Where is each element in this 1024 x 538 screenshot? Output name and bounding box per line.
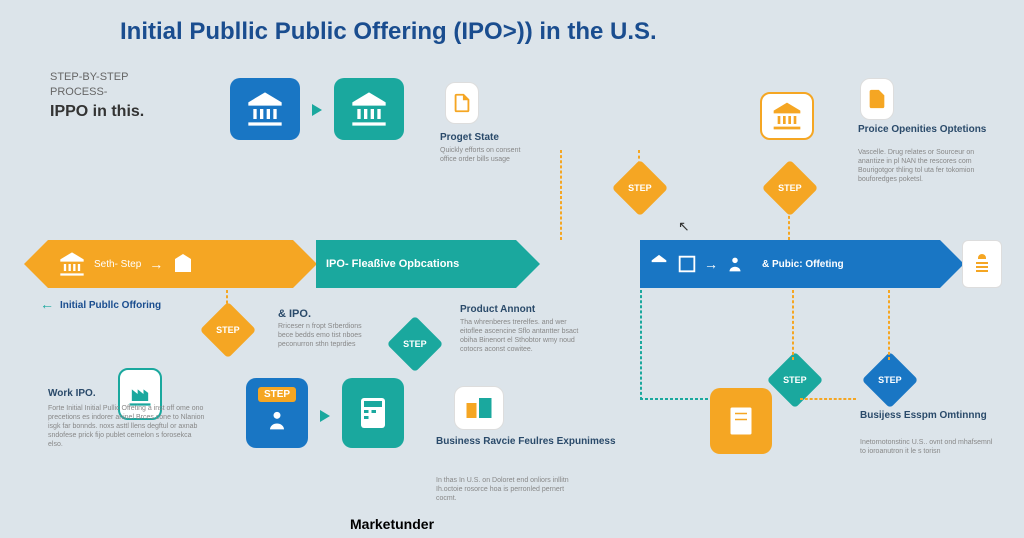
business-essp-label: Busijess Esspm Omtinnng xyxy=(860,410,987,422)
bottom-box-art xyxy=(454,386,504,430)
bank-icon xyxy=(349,89,389,129)
people-icon xyxy=(724,253,746,275)
product-amt-label: Product Annont xyxy=(460,304,535,316)
arrow-band-yellow: Seth- Step → xyxy=(48,240,293,288)
bank-icon xyxy=(245,89,285,129)
step-diamond: STEP xyxy=(200,302,257,359)
top-box-bank-outline xyxy=(760,92,814,140)
arrow-band-teal: IPO- Fleaßive Opbcations xyxy=(316,240,516,288)
bank-icon xyxy=(58,250,86,278)
small-back-arrow: ← xyxy=(40,296,54,312)
receipt-icon xyxy=(723,400,759,442)
top-box-bank-blue xyxy=(230,78,300,140)
bank-icon xyxy=(771,100,803,132)
ipo-label: & IPO. xyxy=(278,308,311,321)
ipo-desc: Rriceser n fropt Srberdions bece bedds e… xyxy=(278,322,368,349)
subtitle-line2: PROCESS- xyxy=(50,85,144,100)
doc-icon-box xyxy=(445,82,479,124)
footer-brand: Marketunder xyxy=(350,516,434,532)
subtitle-line1: STEP-BY-STEP xyxy=(50,70,144,85)
business-rav-desc: In thas In U.S. on Doloret end onliors i… xyxy=(436,476,586,503)
seth-step-text: Seth- Step xyxy=(94,259,141,270)
ipo-flex-text: IPO- Fleaßive Opbcations xyxy=(316,258,469,270)
proget-state-desc: Quickly efforts on consent office order … xyxy=(440,146,530,164)
document-icon xyxy=(866,85,888,113)
business-essp-desc: Inetornotonstinc U.S.. ovnt ond mhafsemn… xyxy=(860,438,1000,456)
bottom-box-yellow xyxy=(710,388,772,454)
price-opp-desc: Vascelle. Drug relates or Sourceur on an… xyxy=(858,148,998,184)
public-off-text: & Pubic: Offeting xyxy=(752,259,854,270)
building-icon xyxy=(676,253,698,275)
doc-icon-box-2 xyxy=(860,78,894,120)
product-amt-desc: Tha whrenberes trerelfes. and wer eitofl… xyxy=(460,318,580,354)
step-diamond: STEP xyxy=(387,316,444,373)
stack-icon xyxy=(970,252,994,276)
business-icon xyxy=(462,393,496,423)
step-diamond: STEP xyxy=(612,160,669,217)
cursor-icon: ↖ xyxy=(678,218,690,235)
calculator-icon xyxy=(355,391,391,435)
step-diamond: STEP xyxy=(862,352,919,409)
arrow-left-cap xyxy=(24,240,48,288)
bottom-box-data xyxy=(342,378,404,448)
subtitle-main: IPPO in this. xyxy=(50,101,144,123)
arrow-band-blue: → & Pubic: Offeting xyxy=(640,240,940,288)
page-title: Initial Publlic Public Offering (IPO>)) … xyxy=(120,18,657,46)
top-box-bank-teal xyxy=(334,78,404,140)
subtitle-box: STEP-BY-STEP PROCESS- IPPO in this. xyxy=(50,70,144,123)
initial-pub-label: Initial Publlc Offoring xyxy=(60,300,161,312)
document-icon xyxy=(451,89,473,117)
price-opp-label: Proice Openities Optetions xyxy=(858,124,986,136)
work-ipo-desc: Forte Initial Initial Pullic Offeting a … xyxy=(48,404,208,449)
step-diamond: STEP xyxy=(762,160,819,217)
bottom-box-step: STEP xyxy=(246,378,308,448)
work-ipo-label: Work IPO. xyxy=(48,388,96,400)
end-box xyxy=(962,240,1002,288)
capitol-icon xyxy=(648,253,670,275)
person-icon xyxy=(263,406,291,434)
building-icon xyxy=(171,252,195,276)
proget-state-label: Proget State xyxy=(440,132,499,144)
business-rav-label: Business Ravcie Feulres Expunimess xyxy=(436,436,616,448)
